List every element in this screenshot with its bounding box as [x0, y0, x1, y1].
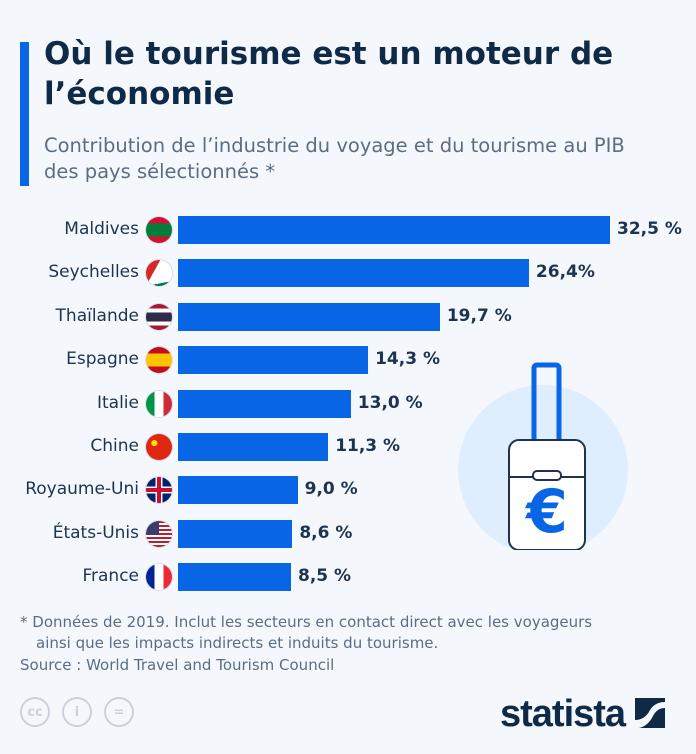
- data-label: 19,7 %: [446, 305, 512, 326]
- spain-flag: [146, 347, 172, 374]
- bar: [178, 259, 529, 288]
- china-flag: [146, 434, 172, 460]
- data-label: 8,5 %: [297, 566, 352, 587]
- source: Source : World Travel and Tourism Counci…: [20, 656, 335, 674]
- chart-title: Où le tourisme est un moteur de l’économ…: [44, 36, 614, 112]
- data-label: 11,3 %: [335, 436, 401, 456]
- footnote-line-2: ainsi que les impacts indirects et indui…: [36, 634, 439, 652]
- category-label: Chine: [90, 436, 139, 456]
- nd-icon: =: [104, 697, 134, 727]
- bar: [178, 216, 610, 244]
- category-label: Espagne: [66, 349, 139, 370]
- footnote: * Données de 2019. Inclut les secteurs e…: [20, 612, 660, 654]
- maldives-flag: [146, 217, 172, 243]
- cc-icon: cc: [20, 697, 50, 727]
- thailand-flag: [146, 303, 172, 330]
- category-label: Royaume-Uni: [25, 479, 139, 500]
- data-label: 8,6 %: [299, 522, 353, 543]
- by-icon: i: [62, 697, 92, 727]
- bar: [178, 389, 351, 418]
- svg-text:€: €: [524, 477, 568, 547]
- footnote-line-1: * Données de 2019. Inclut les secteurs e…: [20, 613, 593, 631]
- category-label: Seychelles: [48, 262, 139, 283]
- italy-flag: [146, 390, 172, 417]
- bar: [178, 563, 291, 592]
- seychelles-flag: [146, 260, 172, 287]
- usa-flag: [146, 520, 172, 547]
- bar: [178, 302, 440, 331]
- title-accent-bar: [20, 42, 29, 186]
- data-label: 13,0 %: [357, 392, 423, 413]
- data-label: 32,5 %: [617, 219, 682, 239]
- category-label: Italie: [96, 392, 139, 413]
- france-flag: [146, 564, 172, 591]
- category-label: Thaïlande: [55, 305, 139, 326]
- data-label: 9,0 %: [304, 479, 358, 500]
- suitcase-euro-icon: €: [458, 362, 628, 550]
- chart-subtitle: Contribution de l’industrie du voyage et…: [44, 134, 625, 183]
- uk-flag: [146, 477, 172, 504]
- bar: [178, 346, 369, 375]
- data-label: 14,3 %: [375, 349, 440, 370]
- data-label: 26,4%: [535, 262, 595, 283]
- category-label: Maldives: [64, 219, 139, 239]
- bar: [178, 519, 293, 548]
- category-label: États-Unis: [52, 522, 139, 543]
- bar: [178, 433, 329, 461]
- bar: [178, 476, 298, 505]
- statista-logo: statista: [500, 693, 665, 736]
- category-label: France: [82, 566, 139, 587]
